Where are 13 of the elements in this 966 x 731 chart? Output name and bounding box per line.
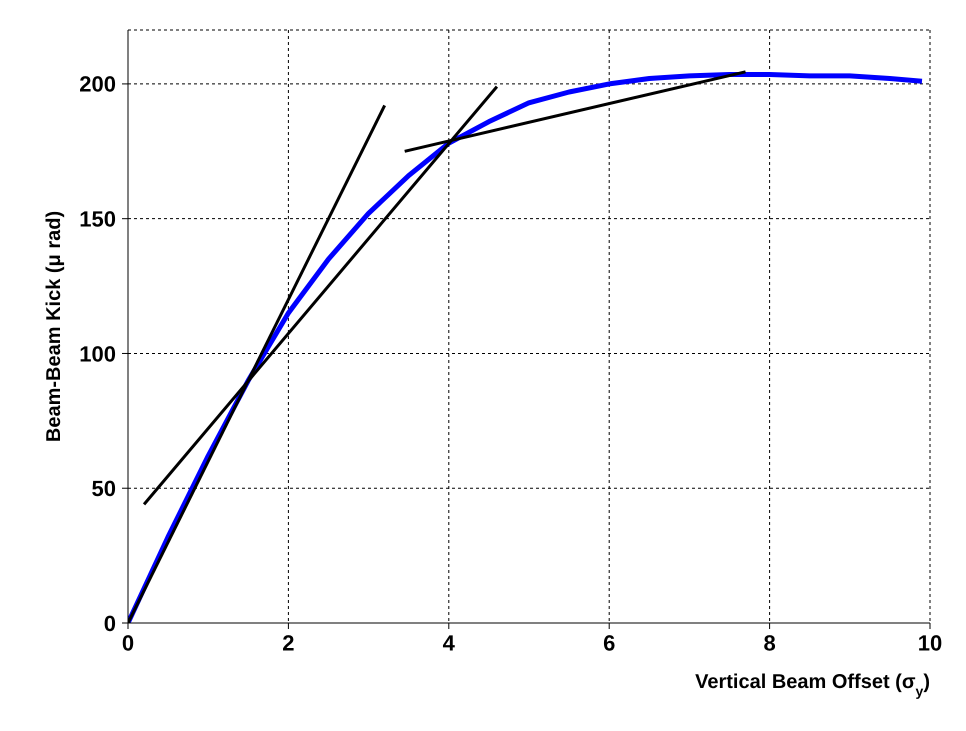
x-tick-label: 8: [763, 630, 776, 656]
x-tick-label: 4: [442, 630, 456, 656]
y-tick-label: 0: [104, 610, 116, 636]
x-axis-title: Vertical Beam Offset (σ$_{y}$): [695, 671, 930, 699]
y-axis-title: Beam-Beam Kick (μ rad): [43, 210, 65, 442]
y-tick-label: 200: [79, 72, 116, 97]
y-tick-label: 100: [79, 341, 116, 366]
y-tick-label: 150: [79, 206, 116, 232]
x-tick-label: 6: [603, 630, 616, 656]
x-tick-label: 10: [918, 630, 942, 656]
x-tick-label: 2: [282, 630, 295, 656]
x-tick-label: 0: [122, 630, 134, 656]
y-tick-label: 50: [92, 476, 116, 502]
